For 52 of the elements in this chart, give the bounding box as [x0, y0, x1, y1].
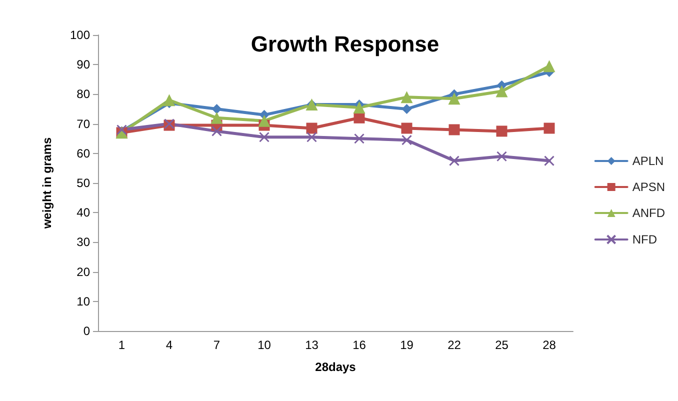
x-tick-label: 10	[258, 338, 272, 352]
point	[210, 112, 223, 124]
x-tick-label: 7	[213, 338, 220, 352]
point	[496, 151, 507, 162]
point	[400, 91, 413, 104]
x-tick-label: 13	[305, 338, 319, 352]
x-axis-title: 28days	[315, 360, 356, 374]
point	[212, 126, 222, 136]
x-tick-label: 1	[118, 338, 126, 352]
chart-title: Growth Response	[250, 32, 440, 56]
point	[402, 134, 412, 146]
y-tick-label: 100	[70, 28, 90, 42]
point	[306, 122, 318, 134]
point	[402, 104, 412, 114]
y-tick-label: 50	[76, 176, 90, 190]
point	[496, 85, 508, 98]
y-tick-label: 60	[76, 146, 90, 160]
x-tick-label: 16	[352, 338, 366, 352]
x-tick-label: 28	[542, 338, 556, 352]
point	[163, 94, 176, 106]
point	[258, 114, 270, 127]
point	[448, 92, 460, 105]
x-tick-label: 4	[166, 338, 173, 352]
y-tick-label: 70	[76, 116, 90, 131]
point	[544, 156, 554, 166]
legend-label: APSN	[632, 180, 666, 194]
y-tick-label: 30	[76, 235, 90, 250]
point	[544, 122, 555, 134]
point	[401, 122, 412, 134]
legend-label: APLN	[632, 154, 664, 168]
point	[448, 124, 460, 136]
y-tick-label: 0	[83, 324, 90, 338]
legend-label: NFD	[632, 232, 658, 246]
point	[306, 132, 317, 142]
point	[212, 104, 222, 114]
x-tick-label: 22	[448, 338, 462, 352]
point	[449, 156, 460, 166]
x-tick-label: 25	[495, 338, 509, 352]
point	[496, 126, 508, 137]
legend-label: ANFD	[632, 206, 666, 220]
point	[354, 133, 364, 144]
x-tick-label: 19	[400, 338, 414, 352]
y-tick-label: 90	[76, 58, 90, 72]
point	[354, 112, 365, 124]
y-tick-label: 40	[76, 206, 90, 220]
y-axis-title: weight in grams	[40, 137, 54, 230]
y-tick-label: 80	[76, 87, 90, 102]
y-tick-label: 10	[76, 294, 90, 308]
point	[353, 102, 366, 114]
point	[543, 60, 556, 72]
point	[259, 132, 270, 142]
y-tick-label: 20	[76, 264, 90, 279]
